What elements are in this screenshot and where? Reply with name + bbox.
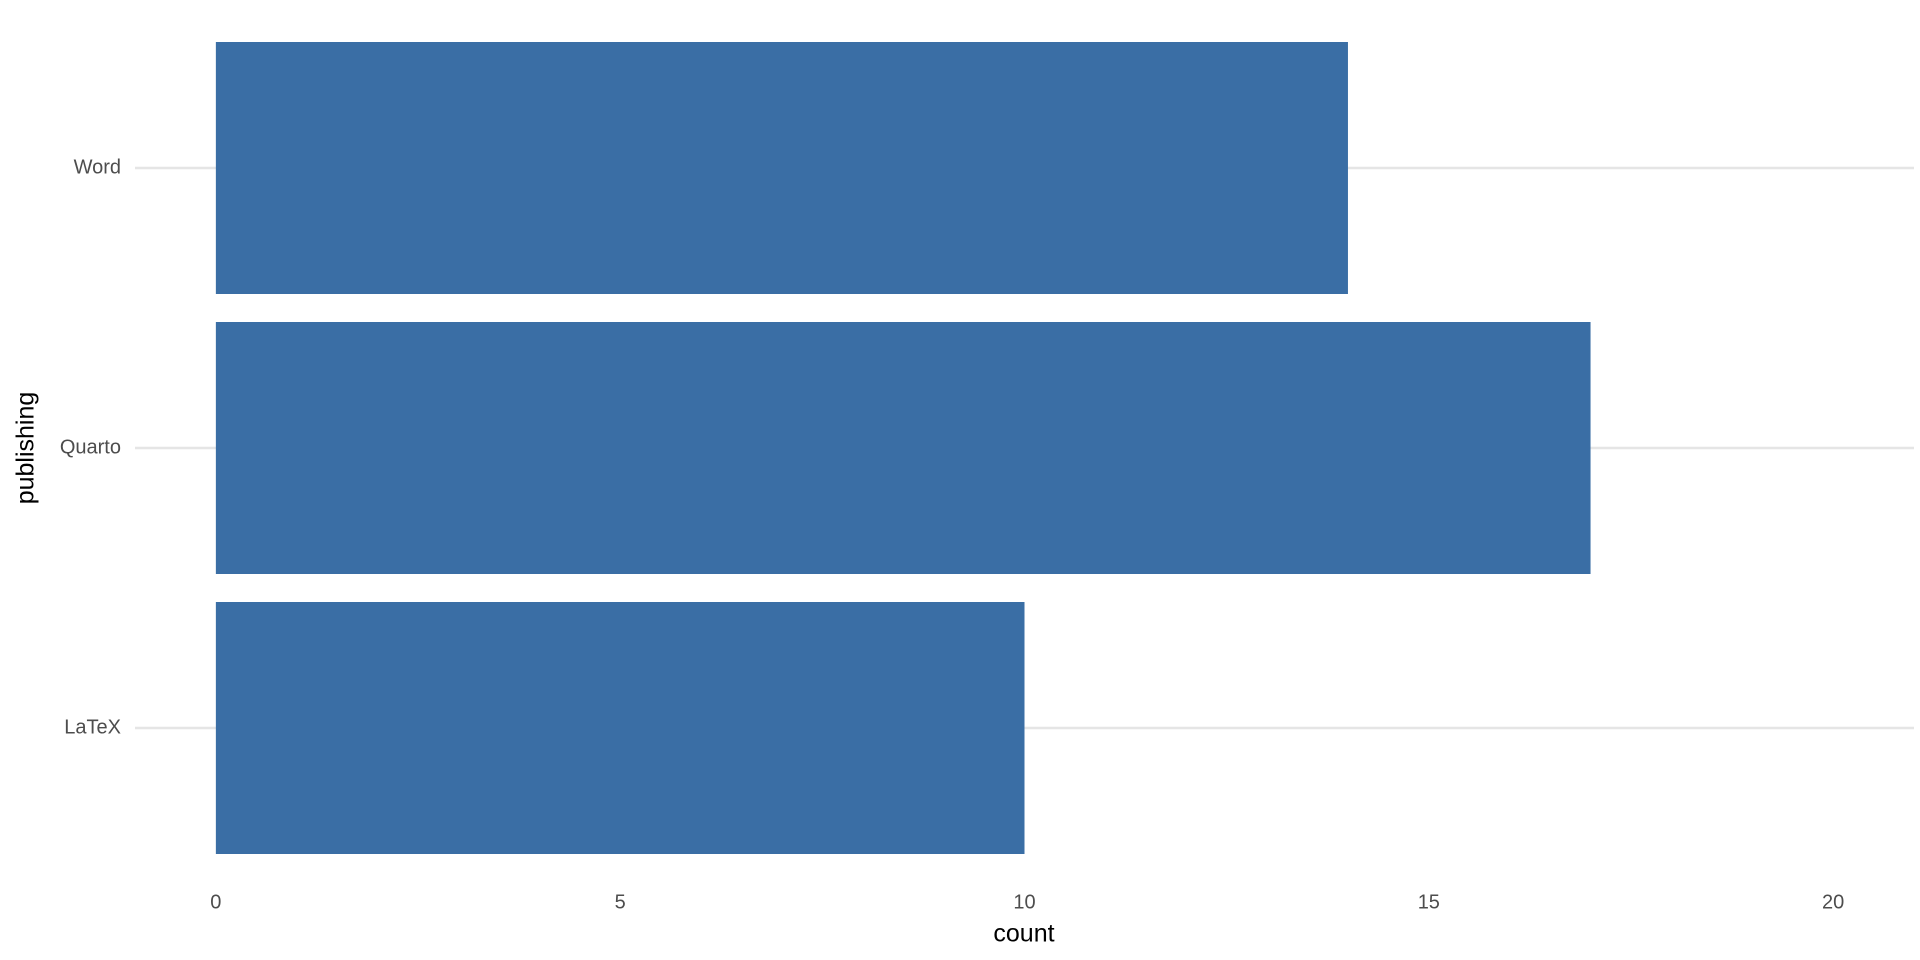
- x-tick-label: 10: [1013, 891, 1035, 913]
- y-tick-label: LaTeX: [64, 716, 121, 738]
- bar: [215, 322, 1591, 574]
- x-axis-title: count: [993, 920, 1054, 948]
- x-tick-label: 20: [1822, 891, 1844, 913]
- bar: [215, 42, 1348, 294]
- y-tick-label: Word: [74, 156, 121, 178]
- x-tick-label: 0: [210, 891, 221, 913]
- y-axis-title: publishing: [12, 392, 40, 505]
- y-tick-label: Quarto: [60, 436, 121, 458]
- bar: [215, 602, 1025, 854]
- x-tick-label: 15: [1418, 891, 1440, 913]
- x-tick-label: 5: [615, 891, 626, 913]
